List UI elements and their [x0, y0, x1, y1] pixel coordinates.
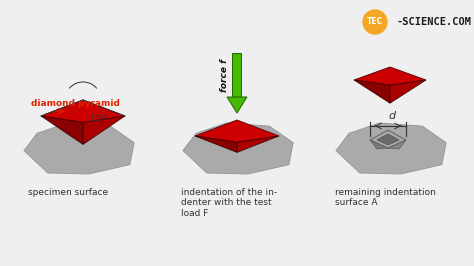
Polygon shape	[41, 116, 83, 144]
Text: -SCIENCE.COM: -SCIENCE.COM	[397, 17, 472, 27]
Text: remaining indentation
surface A: remaining indentation surface A	[335, 188, 436, 207]
Polygon shape	[377, 134, 399, 145]
Polygon shape	[354, 80, 390, 103]
Polygon shape	[227, 97, 247, 113]
Text: d: d	[388, 111, 396, 121]
Text: diamond pyramid: diamond pyramid	[31, 99, 120, 108]
Polygon shape	[370, 130, 406, 148]
Text: 136°: 136°	[89, 114, 108, 123]
Polygon shape	[41, 100, 125, 122]
Text: TEC: TEC	[367, 18, 383, 27]
Text: specimen surface: specimen surface	[28, 188, 108, 197]
Polygon shape	[237, 136, 279, 152]
Polygon shape	[233, 53, 241, 97]
Circle shape	[363, 10, 387, 34]
Polygon shape	[195, 136, 237, 152]
Polygon shape	[83, 116, 125, 144]
Text: force f: force f	[220, 59, 229, 92]
Polygon shape	[370, 140, 388, 149]
Polygon shape	[390, 80, 426, 103]
Polygon shape	[24, 123, 134, 174]
Text: indentation of the in-
denter with the test
load F: indentation of the in- denter with the t…	[181, 188, 277, 218]
Polygon shape	[388, 140, 406, 149]
Polygon shape	[195, 120, 279, 142]
Polygon shape	[183, 123, 293, 174]
Polygon shape	[354, 67, 426, 85]
Polygon shape	[336, 123, 446, 174]
